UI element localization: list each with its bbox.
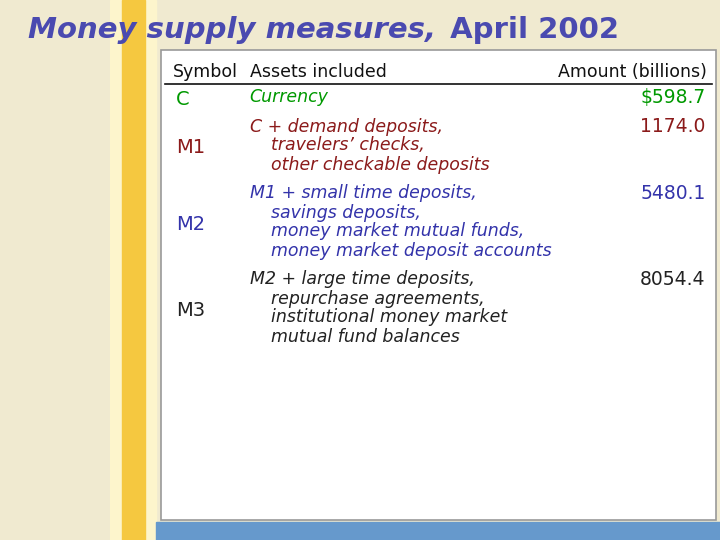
Text: Amount (billions): Amount (billions) bbox=[559, 63, 707, 81]
Text: other checkable deposits: other checkable deposits bbox=[271, 156, 490, 173]
Text: travelers’ checks,: travelers’ checks, bbox=[271, 137, 425, 154]
Text: money market mutual funds,: money market mutual funds, bbox=[271, 222, 524, 240]
Text: 5480.1: 5480.1 bbox=[640, 184, 706, 203]
Text: Symbol: Symbol bbox=[174, 63, 238, 81]
Text: mutual fund balances: mutual fund balances bbox=[271, 327, 459, 346]
Text: M3: M3 bbox=[176, 300, 205, 320]
Text: savings deposits,: savings deposits, bbox=[271, 204, 420, 221]
Text: April 2002: April 2002 bbox=[441, 16, 619, 44]
Text: M1 + small time deposits,: M1 + small time deposits, bbox=[250, 185, 477, 202]
Text: M1: M1 bbox=[176, 138, 205, 157]
Text: institutional money market: institutional money market bbox=[271, 308, 507, 327]
Text: $598.7: $598.7 bbox=[640, 88, 706, 107]
Bar bbox=[161, 50, 716, 520]
Bar bbox=[109, 0, 156, 540]
Text: 8054.4: 8054.4 bbox=[640, 270, 706, 289]
Text: M2: M2 bbox=[176, 214, 205, 233]
Bar bbox=[156, 522, 720, 540]
Text: Currency: Currency bbox=[250, 89, 328, 106]
Bar bbox=[122, 0, 145, 540]
Text: Money supply measures,: Money supply measures, bbox=[28, 16, 436, 44]
Text: 1174.0: 1174.0 bbox=[640, 117, 706, 136]
Text: repurchase agreements,: repurchase agreements, bbox=[271, 289, 485, 307]
Text: Assets included: Assets included bbox=[250, 63, 387, 81]
Text: C: C bbox=[176, 90, 189, 109]
Text: C + demand deposits,: C + demand deposits, bbox=[250, 118, 443, 136]
Text: money market deposit accounts: money market deposit accounts bbox=[271, 241, 552, 260]
Text: M2 + large time deposits,: M2 + large time deposits, bbox=[250, 271, 474, 288]
